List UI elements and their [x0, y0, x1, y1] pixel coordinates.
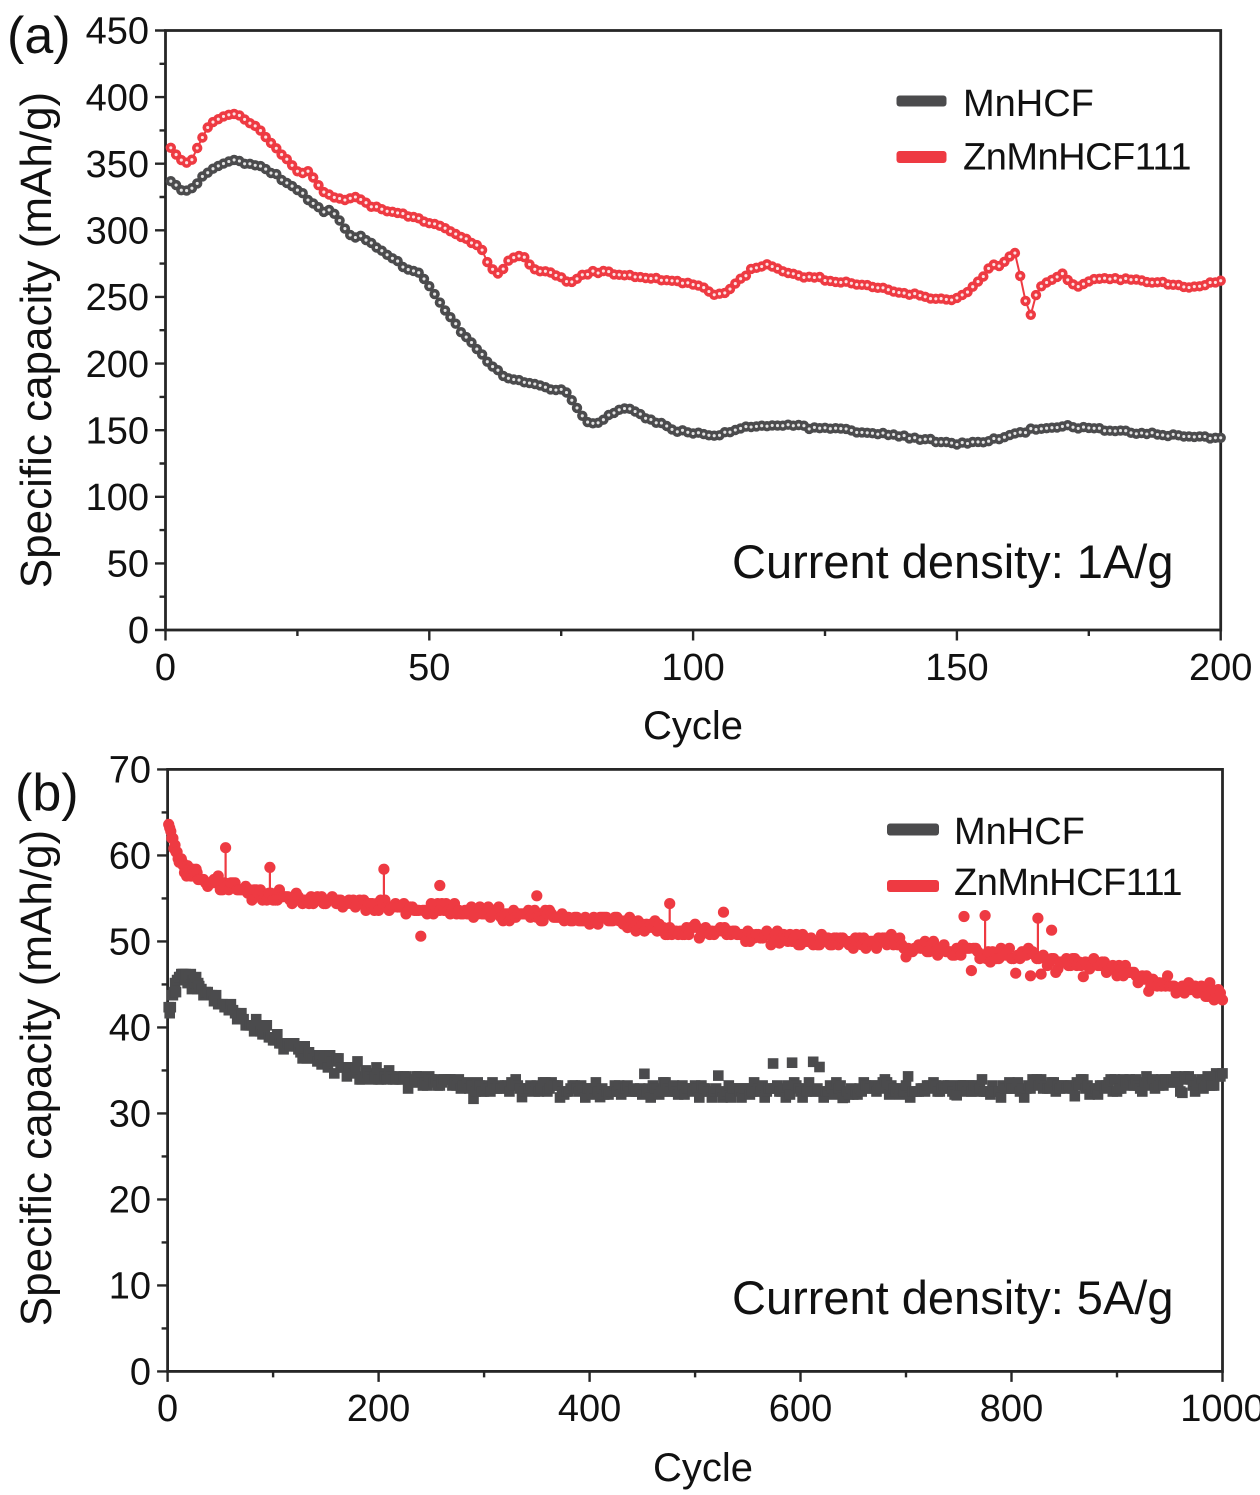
svg-text:(b): (b)	[15, 764, 79, 822]
svg-text:Cycle: Cycle	[643, 704, 743, 748]
svg-text:50: 50	[107, 544, 149, 586]
svg-text:150: 150	[925, 647, 988, 689]
svg-text:300: 300	[86, 211, 149, 253]
svg-text:MnHCF: MnHCF	[954, 811, 1085, 853]
svg-text:100: 100	[661, 647, 724, 689]
svg-text:70: 70	[109, 750, 151, 792]
svg-text:Specific capacity (mAh/g): Specific capacity (mAh/g)	[12, 830, 61, 1326]
svg-text:400: 400	[86, 77, 149, 119]
svg-text:800: 800	[980, 1388, 1043, 1430]
svg-text:0: 0	[130, 1352, 151, 1394]
svg-text:450: 450	[86, 11, 149, 53]
svg-text:600: 600	[769, 1388, 832, 1430]
svg-text:Cycle: Cycle	[653, 1446, 753, 1490]
svg-text:350: 350	[86, 144, 149, 186]
svg-text:Current density: 5A/g: Current density: 5A/g	[732, 1271, 1174, 1324]
svg-text:250: 250	[86, 277, 149, 319]
svg-text:60: 60	[109, 836, 151, 878]
svg-text:1000: 1000	[1180, 1388, 1260, 1430]
svg-text:100: 100	[86, 477, 149, 519]
svg-text:ZnMnHCF111: ZnMnHCF111	[954, 862, 1182, 904]
svg-text:200: 200	[347, 1388, 410, 1430]
svg-text:0: 0	[157, 1388, 178, 1430]
svg-text:0: 0	[155, 647, 176, 689]
svg-text:150: 150	[86, 410, 149, 452]
svg-text:50: 50	[109, 922, 151, 964]
svg-text:200: 200	[86, 344, 149, 386]
svg-text:MnHCF: MnHCF	[963, 83, 1094, 125]
svg-text:Specific capacity (mAh/g): Specific capacity (mAh/g)	[12, 92, 61, 588]
svg-text:200: 200	[1189, 647, 1252, 689]
svg-text:(a): (a)	[7, 7, 71, 65]
svg-text:30: 30	[109, 1094, 151, 1136]
svg-text:50: 50	[408, 647, 450, 689]
svg-text:20: 20	[109, 1180, 151, 1222]
svg-text:40: 40	[109, 1008, 151, 1050]
svg-text:10: 10	[109, 1266, 151, 1308]
svg-text:400: 400	[558, 1388, 621, 1430]
svg-text:0: 0	[128, 610, 149, 652]
svg-text:ZnMnHCF111: ZnMnHCF111	[963, 137, 1191, 179]
svg-text:Current density: 1A/g: Current density: 1A/g	[732, 535, 1174, 588]
